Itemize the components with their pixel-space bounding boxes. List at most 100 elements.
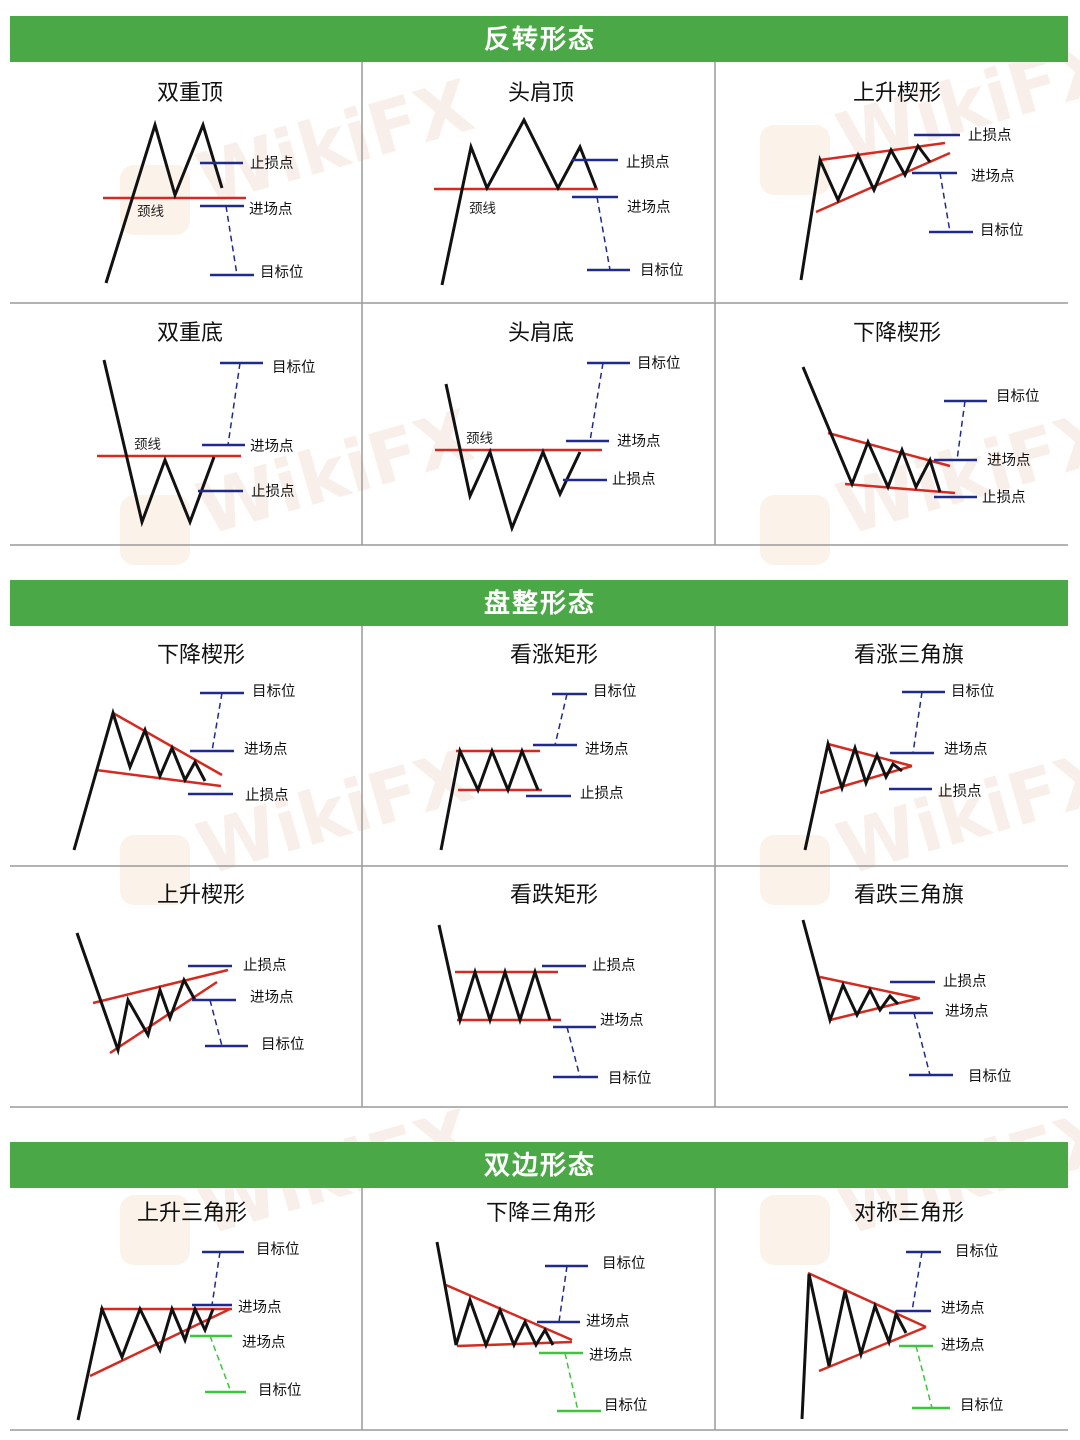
level-label: 目标位 [608, 1070, 652, 1087]
level-label: 进场点 [945, 1003, 989, 1020]
level-label: 进场点 [941, 1300, 985, 1317]
projection-dash [554, 693, 568, 746]
projection-dash [911, 1251, 923, 1312]
level-label: 目标位 [996, 388, 1040, 405]
pattern-title: 双重底 [157, 321, 223, 346]
trendline [445, 1283, 573, 1342]
level-label: 止损点 [612, 471, 656, 488]
price-path [799, 143, 932, 281]
watermark-logo-icon [760, 835, 830, 905]
level-label: 目标位 [256, 1241, 300, 1258]
projection-dash [566, 1026, 581, 1078]
watermark-logo-icon [120, 1195, 190, 1265]
pattern-title: 上升楔形 [853, 81, 941, 106]
projection-dash [915, 1345, 933, 1409]
level-label: 目标位 [602, 1255, 646, 1272]
level-label: 目标位 [258, 1382, 302, 1399]
pattern-title: 看涨矩形 [510, 643, 598, 668]
trendline [827, 742, 913, 768]
pattern-title: 头肩顶 [508, 81, 574, 106]
trendline [89, 1307, 231, 1378]
level-label: 进场点 [586, 1313, 630, 1330]
level-label: 止损点 [243, 957, 287, 974]
pattern-title: 看涨三角旗 [854, 643, 964, 668]
level-label: 进场点 [244, 741, 288, 758]
watermark-logo: WikiFX [188, 733, 482, 891]
level-label: 目标位 [640, 262, 684, 279]
trendline [844, 482, 956, 495]
trendline [819, 141, 946, 162]
level-label: 进场点 [627, 199, 671, 216]
level-label: 进场点 [987, 452, 1031, 469]
level-label: 目标位 [960, 1397, 1004, 1414]
projection-dash [225, 205, 238, 276]
pattern-title: 下降三角形 [486, 1201, 596, 1226]
level-label: 进场点 [589, 1347, 633, 1364]
level-label: 止损点 [982, 489, 1026, 506]
projection-dash [596, 196, 611, 271]
level-label: 目标位 [980, 222, 1024, 239]
pattern-title: 下降楔形 [853, 321, 941, 346]
projection-dash [564, 1352, 579, 1412]
level-label: 止损点 [943, 973, 987, 990]
level-label: 进场点 [585, 741, 629, 758]
pattern-title: 对称三角形 [854, 1201, 964, 1226]
level-label: 目标位 [968, 1068, 1012, 1085]
level-label: 止损点 [626, 154, 670, 171]
projection-dash [913, 1012, 931, 1076]
watermark-logo-icon [120, 495, 190, 565]
level-label: 进场点 [250, 989, 294, 1006]
level-label: 止损点 [938, 783, 982, 800]
trendline [112, 711, 223, 777]
pattern-title: 看跌矩形 [510, 883, 598, 908]
neckline-label: 颈线 [466, 431, 493, 447]
price-path [72, 707, 207, 851]
level-label: 进场点 [600, 1012, 644, 1029]
price-path [801, 366, 942, 493]
price-path [800, 1273, 908, 1420]
level-label: 止损点 [580, 785, 624, 802]
price-path [75, 932, 197, 1056]
price-path [444, 383, 582, 533]
watermark-logo-icon [760, 495, 830, 565]
level-label: 目标位 [604, 1397, 648, 1414]
price-path [437, 924, 552, 1026]
level-label: 目标位 [260, 264, 304, 281]
pattern-title: 双重顶 [157, 81, 223, 106]
price-path [76, 1304, 215, 1421]
projection-dash [211, 692, 223, 752]
watermark-logo: WikiFX [828, 393, 1080, 551]
neckline-label: 颈线 [469, 201, 496, 217]
trendline [807, 1271, 927, 1329]
watermark-logo-icon [120, 835, 190, 905]
price-path [102, 359, 216, 528]
section-header [10, 580, 1068, 626]
projection-dash [589, 362, 604, 442]
price-path [435, 1241, 555, 1350]
price-path [440, 116, 598, 286]
level-label: 目标位 [252, 683, 296, 700]
neckline-label: 颈线 [134, 437, 161, 453]
section-header [10, 1142, 1068, 1188]
level-label: 进场点 [944, 741, 988, 758]
price-path [104, 119, 224, 284]
level-label: 目标位 [272, 359, 316, 376]
trendline [109, 980, 218, 1055]
price-path [439, 746, 540, 851]
level-label: 进场点 [238, 1299, 282, 1316]
section-title: 盘整形态 [484, 588, 596, 619]
level-label: 进场点 [249, 201, 293, 218]
